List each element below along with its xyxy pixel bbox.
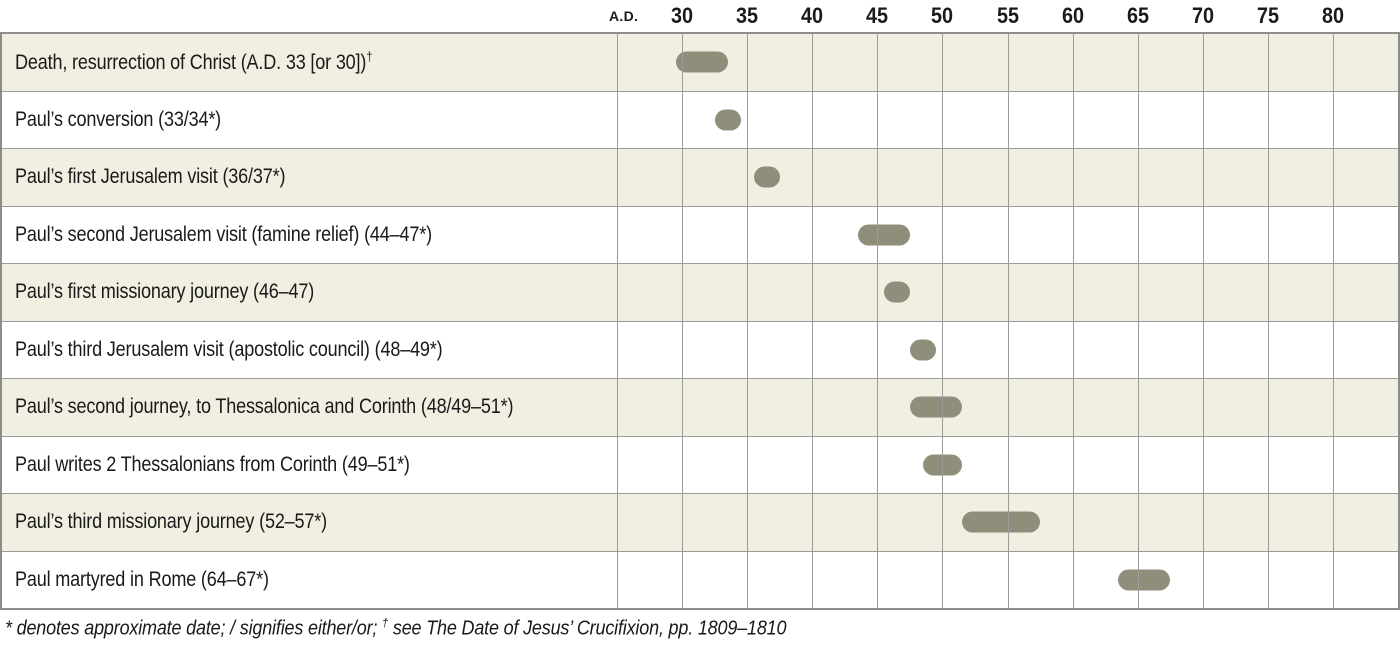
row-label: Paul’s third Jerusalem visit (apostolic …: [2, 338, 617, 362]
axis-header: A.D. 30 35 40 45 50 55 60 65 70 75 80: [0, 0, 1400, 32]
timeline-bar: [909, 339, 936, 361]
table-row: Paul’s first missionary journey (46–47): [2, 263, 1398, 321]
axis-tick: 40: [801, 3, 824, 28]
row-label-text: Paul’s first missionary journey (46–47): [15, 280, 315, 304]
axis-tick: 30: [671, 3, 694, 28]
row-label-text: Paul’s first Jerusalem visit (36/37*): [15, 165, 286, 189]
timeline-bar: [961, 511, 1041, 533]
timeline-table: Death, resurrection of Christ (A.D. 33 […: [0, 32, 1400, 610]
table-row: Paul’s third missionary journey (52–57*): [2, 493, 1398, 551]
row-label: Death, resurrection of Christ (A.D. 33 […: [2, 49, 617, 75]
row-label: Paul’s second journey, to Thessalonica a…: [2, 395, 617, 419]
table-row: Paul’s third Jerusalem visit (apostolic …: [2, 320, 1398, 378]
row-label-text: Paul writes 2 Thessalonians from Corinth…: [15, 452, 410, 476]
row-label-text: Paul martyred in Rome (64–67*): [15, 567, 269, 591]
row-label: Paul’s first missionary journey (46–47): [2, 280, 617, 304]
footnote-part1: * denotes approximate date; / signifies …: [5, 617, 383, 640]
timeline-bar: [714, 109, 741, 131]
table-row: Paul’s second journey, to Thessalonica a…: [2, 378, 1398, 436]
timeline-bar: [909, 396, 962, 418]
row-label-text: Paul’s third missionary journey (52–57*): [15, 510, 328, 534]
table-row: Paul’s conversion (33/34*): [2, 90, 1398, 148]
table-row: Paul martyred in Rome (64–67*): [2, 550, 1398, 608]
table-row: Paul writes 2 Thessalonians from Corinth…: [2, 435, 1398, 493]
dagger-symbol: †: [382, 616, 389, 630]
row-label: Paul’s conversion (33/34*): [2, 108, 617, 132]
row-label-text: Paul’s second Jerusalem visit (famine re…: [15, 222, 432, 246]
timeline-bar: [922, 454, 962, 476]
row-label-text: Paul’s third Jerusalem visit (apostolic …: [15, 337, 443, 361]
table-row: Paul’s second Jerusalem visit (famine re…: [2, 205, 1398, 263]
table-row: Paul’s first Jerusalem visit (36/37*): [2, 148, 1398, 206]
table-row: Death, resurrection of Christ (A.D. 33 […: [2, 34, 1398, 91]
row-label: Paul’s third missionary journey (52–57*): [2, 510, 617, 534]
axis-tick: 45: [866, 3, 889, 28]
row-label-text: Paul’s second journey, to Thessalonica a…: [15, 395, 514, 419]
timeline-bar: [883, 281, 910, 303]
timeline-rows: Death, resurrection of Christ (A.D. 33 […: [2, 34, 1398, 608]
footnote-part2: see The Date of Jesus’ Crucifixion, pp. …: [388, 617, 787, 640]
axis-tick: 70: [1191, 3, 1214, 28]
row-label: Paul writes 2 Thessalonians from Corinth…: [2, 453, 617, 477]
timeline-bar: [753, 166, 780, 188]
row-label: Paul’s second Jerusalem visit (famine re…: [2, 223, 617, 247]
timeline-bar: [857, 224, 910, 246]
axis-tick: 65: [1126, 3, 1149, 28]
timeline-bar: [1118, 569, 1171, 591]
axis-tick: 35: [736, 3, 759, 28]
axis-tick: 60: [1061, 3, 1084, 28]
footnote: * denotes approximate date; / signifies …: [0, 616, 1400, 641]
axis-tick: 80: [1321, 3, 1344, 28]
axis-tick: 75: [1256, 3, 1279, 28]
row-label: Paul martyred in Rome (64–67*): [2, 568, 617, 592]
footnote-text: * denotes approximate date; / signifies …: [5, 616, 787, 641]
row-label-text: Death, resurrection of Christ (A.D. 33 […: [15, 49, 373, 75]
dagger-symbol: †: [366, 49, 373, 65]
row-label-text: Paul’s conversion (33/34*): [15, 107, 222, 131]
axis-tick: 50: [931, 3, 954, 28]
axis-tick: 55: [996, 3, 1019, 28]
era-label: A.D.: [609, 8, 639, 24]
timeline-bar: [675, 51, 728, 73]
row-label: Paul’s first Jerusalem visit (36/37*): [2, 165, 617, 189]
